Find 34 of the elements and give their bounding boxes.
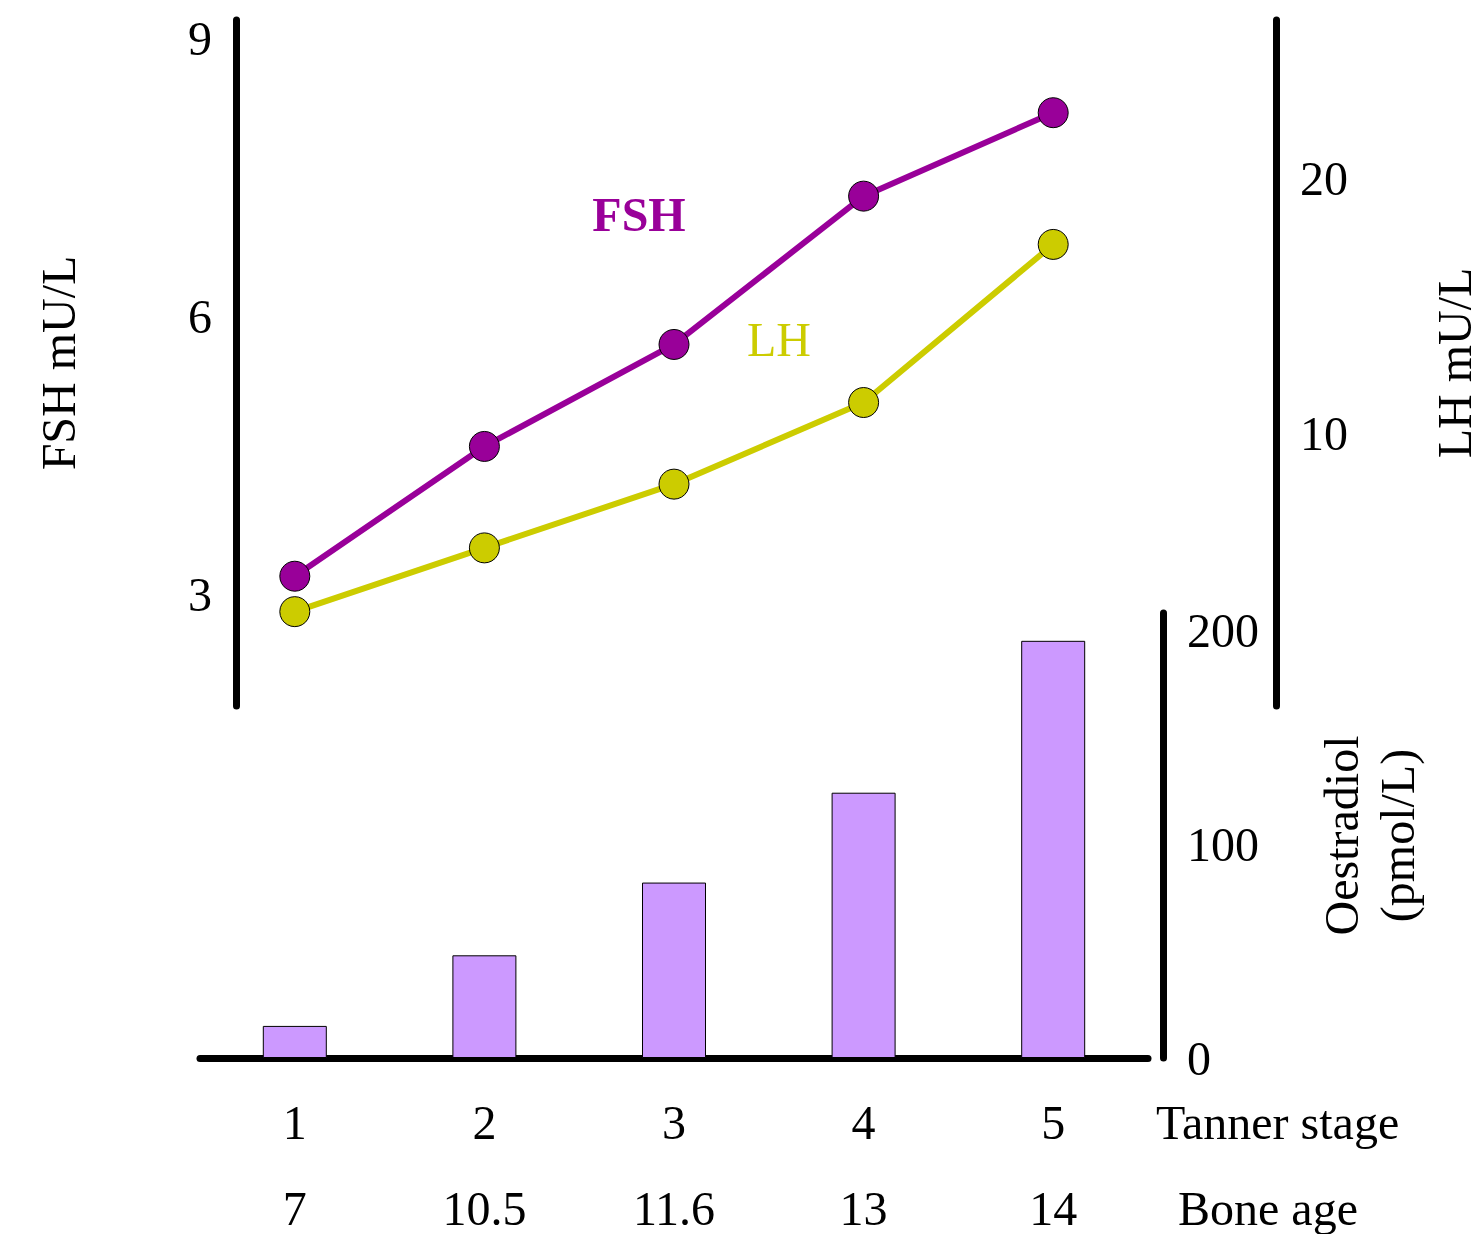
x-axis-title: Tanner stage <box>1156 1095 1400 1149</box>
text: 10.5 <box>442 1181 527 1234</box>
y2-tick-label: 20 <box>1300 151 1348 205</box>
x-tick-label: 1 <box>282 1095 307 1149</box>
point <box>1037 97 1069 129</box>
y-tick-label: 3 <box>188 568 212 622</box>
series-label: FSH <box>592 187 686 241</box>
y-tick-label: 100 <box>1187 817 1259 871</box>
y-tick-label: 0 <box>1187 1031 1211 1085</box>
y-tick-label: 200 <box>1187 603 1259 657</box>
point <box>468 532 500 564</box>
point <box>279 560 311 592</box>
point <box>848 387 880 419</box>
point <box>658 468 690 500</box>
point <box>1037 228 1069 260</box>
point <box>279 596 311 628</box>
point <box>848 180 880 212</box>
y-axis-title: Oestradiol (pmol/L) <box>1314 735 1425 936</box>
y-tick-label: 6 <box>188 290 212 344</box>
text: 11.6 <box>632 1181 716 1234</box>
y2-tick-label: 10 <box>1300 406 1348 460</box>
y2-axis-title: LH mU/L <box>1427 267 1481 459</box>
x-tick-label: 4 <box>851 1095 876 1149</box>
text: 13 <box>839 1181 888 1234</box>
text: 7 <box>282 1181 307 1234</box>
text: 14 <box>1029 1181 1078 1234</box>
x-tick-label: 3 <box>662 1095 686 1149</box>
x-tick-label: 2 <box>472 1095 497 1149</box>
point <box>658 328 690 360</box>
point <box>468 430 500 462</box>
y-axis-title: FSH mU/L <box>31 255 85 471</box>
x-tick-label: 5 <box>1041 1095 1066 1149</box>
y-tick-label: 9 <box>188 12 212 66</box>
series-label: LH <box>747 312 811 366</box>
